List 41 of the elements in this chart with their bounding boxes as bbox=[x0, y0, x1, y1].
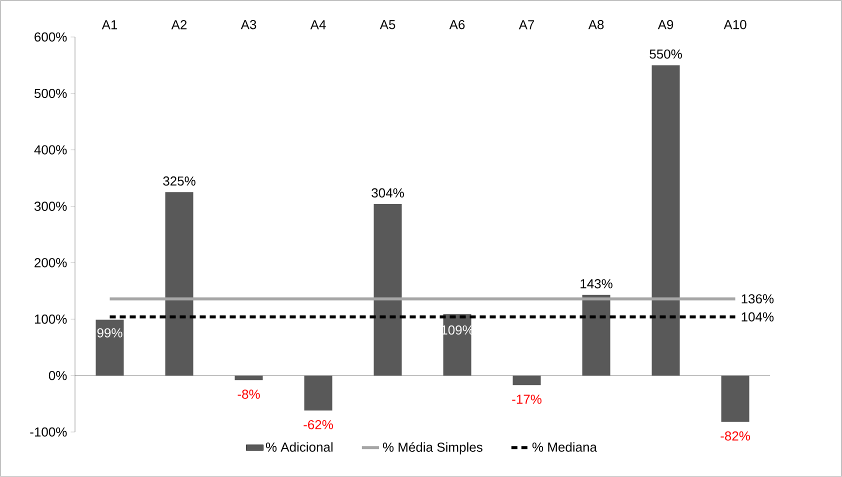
bar bbox=[582, 294, 610, 376]
x-tick-label: A6 bbox=[449, 20, 465, 30]
x-tick-label: A4 bbox=[310, 20, 326, 30]
x-tick-label: A5 bbox=[380, 20, 396, 30]
y-tick-label: 400% bbox=[34, 145, 67, 154]
x-tick-label: A7 bbox=[518, 20, 534, 30]
bar bbox=[721, 376, 750, 422]
bar bbox=[96, 320, 124, 376]
legend-label: % Média Simples bbox=[382, 442, 482, 454]
y-tick-label: 500% bbox=[34, 88, 67, 98]
bar bbox=[512, 376, 541, 386]
data-label: 304% bbox=[372, 188, 404, 198]
y-tick-label: -100% bbox=[30, 427, 67, 437]
x-tick-label: A3 bbox=[240, 20, 256, 30]
data-label: 136% bbox=[742, 294, 774, 304]
legend-label: % Mediana bbox=[532, 442, 597, 452]
data-label: -82% bbox=[720, 431, 750, 441]
legend-label: % Adicional bbox=[266, 442, 333, 452]
data-label: -62% bbox=[304, 420, 333, 430]
x-tick-label: A2 bbox=[171, 20, 187, 30]
x-tick-label: A1 bbox=[102, 20, 118, 30]
x-tick-label: A8 bbox=[588, 20, 604, 30]
data-label: 143% bbox=[580, 279, 612, 288]
y-tick-label: 600% bbox=[34, 32, 67, 42]
data-label: 104% bbox=[742, 312, 774, 322]
data-label: -8% bbox=[238, 390, 260, 399]
y-tick-label: 300% bbox=[34, 202, 67, 211]
y-tick-label: 0% bbox=[48, 370, 67, 380]
bar bbox=[165, 192, 194, 376]
y-tick-label: 200% bbox=[34, 258, 67, 268]
bar bbox=[443, 314, 472, 376]
data-label: 325% bbox=[163, 176, 196, 186]
data-label: 550% bbox=[650, 49, 682, 59]
data-label: 99% bbox=[97, 328, 122, 338]
x-tick-label: A10 bbox=[724, 20, 746, 30]
data-label: -17% bbox=[512, 394, 542, 404]
y-tick-label: 100% bbox=[34, 314, 67, 324]
x-tick-label: A9 bbox=[658, 20, 674, 30]
bar bbox=[374, 204, 402, 376]
bar bbox=[304, 376, 332, 411]
bar bbox=[652, 65, 680, 376]
